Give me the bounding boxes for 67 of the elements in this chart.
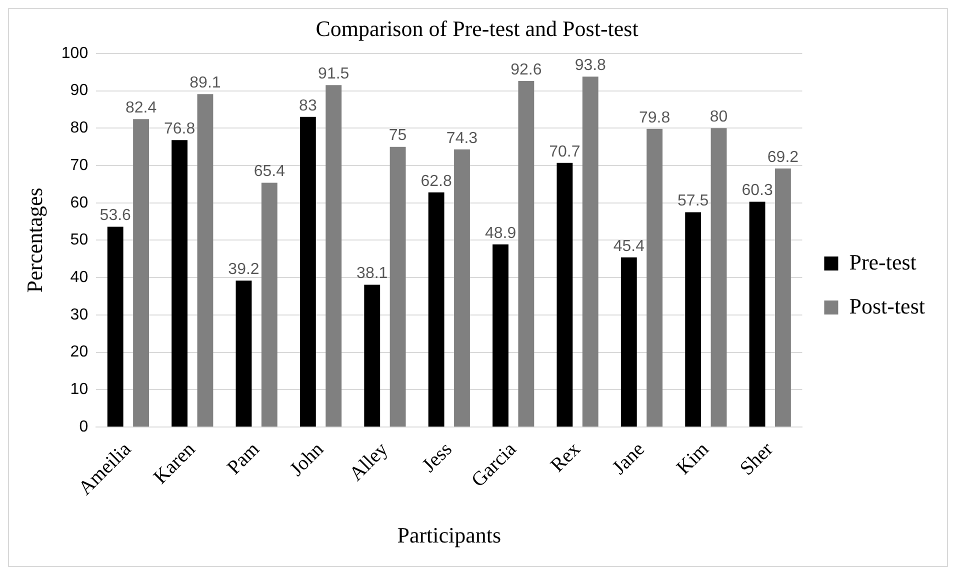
- data-label: 83: [299, 97, 317, 114]
- x-tick-label: Kim: [672, 438, 714, 479]
- bar: [364, 284, 380, 427]
- data-label: 91.5: [318, 66, 350, 83]
- x-axis-title: Participants: [397, 522, 502, 548]
- data-label: 39.2: [228, 261, 260, 278]
- y-tick-label: 10: [70, 381, 88, 398]
- legend-label: Post-test: [849, 293, 926, 318]
- bar: [582, 76, 598, 427]
- y-tick-label: 0: [79, 418, 88, 436]
- bar: [197, 94, 214, 427]
- data-label: 93.8: [574, 56, 606, 74]
- x-tick-label: Jess: [418, 438, 457, 477]
- y-tick-label: 100: [61, 44, 88, 62]
- bar: [390, 146, 406, 427]
- data-label: 38.1: [356, 265, 388, 282]
- data-label: 75: [388, 127, 407, 144]
- data-label: 65.4: [254, 163, 286, 180]
- legend-label: Pre-test: [849, 249, 916, 274]
- bar: [261, 182, 278, 427]
- bar: [518, 81, 534, 427]
- bar: [620, 257, 637, 427]
- y-tick-label: 20: [70, 344, 88, 361]
- y-tick-label: 90: [70, 82, 88, 100]
- data-label: 79.8: [639, 109, 670, 126]
- data-label: 45.4: [613, 238, 645, 255]
- y-tick-label: 40: [70, 269, 88, 286]
- bar: [454, 149, 470, 427]
- bar: [236, 280, 252, 427]
- bar: [492, 244, 508, 427]
- bar: [774, 168, 791, 427]
- data-label: 82.4: [125, 100, 157, 117]
- y-tick-label: 50: [70, 232, 88, 249]
- y-tick-label: 80: [70, 120, 88, 137]
- chart-title: Comparison of Pre-test and Post-test: [316, 16, 638, 41]
- bar: [326, 85, 342, 427]
- bar: [107, 226, 124, 427]
- data-label: 80: [710, 108, 728, 126]
- y-tick-label: 30: [70, 306, 88, 324]
- data-label: 69.2: [767, 148, 799, 166]
- data-label: 89.1: [190, 74, 221, 92]
- x-tick-label: Sher: [736, 438, 778, 480]
- bar: [428, 192, 444, 427]
- x-tick-label: John: [286, 438, 328, 481]
- y-axis-title: Percentages: [22, 188, 47, 293]
- x-tick-label: Rex: [546, 438, 585, 477]
- bar: [710, 128, 727, 427]
- data-label: 74.3: [446, 130, 478, 147]
- bar: [133, 119, 149, 427]
- data-label: 60.3: [742, 182, 773, 200]
- y-tick-label: 60: [70, 194, 88, 212]
- data-label: 48.9: [484, 224, 516, 242]
- y-tick-label: 70: [70, 156, 88, 174]
- data-label: 57.5: [678, 192, 709, 210]
- bar: [172, 140, 188, 427]
- bar: [749, 202, 766, 427]
- data-label: 53.6: [100, 207, 132, 224]
- bar: [300, 116, 316, 427]
- data-label: 62.8: [420, 172, 452, 190]
- data-label: 76.8: [164, 120, 196, 138]
- x-tick-label: Pam: [223, 438, 264, 479]
- bar: [646, 128, 663, 427]
- x-tick-label: Jane: [608, 438, 650, 479]
- data-label: 92.6: [510, 61, 542, 78]
- data-label: 70.7: [549, 143, 580, 160]
- bar: [556, 162, 573, 427]
- bar: [685, 212, 702, 427]
